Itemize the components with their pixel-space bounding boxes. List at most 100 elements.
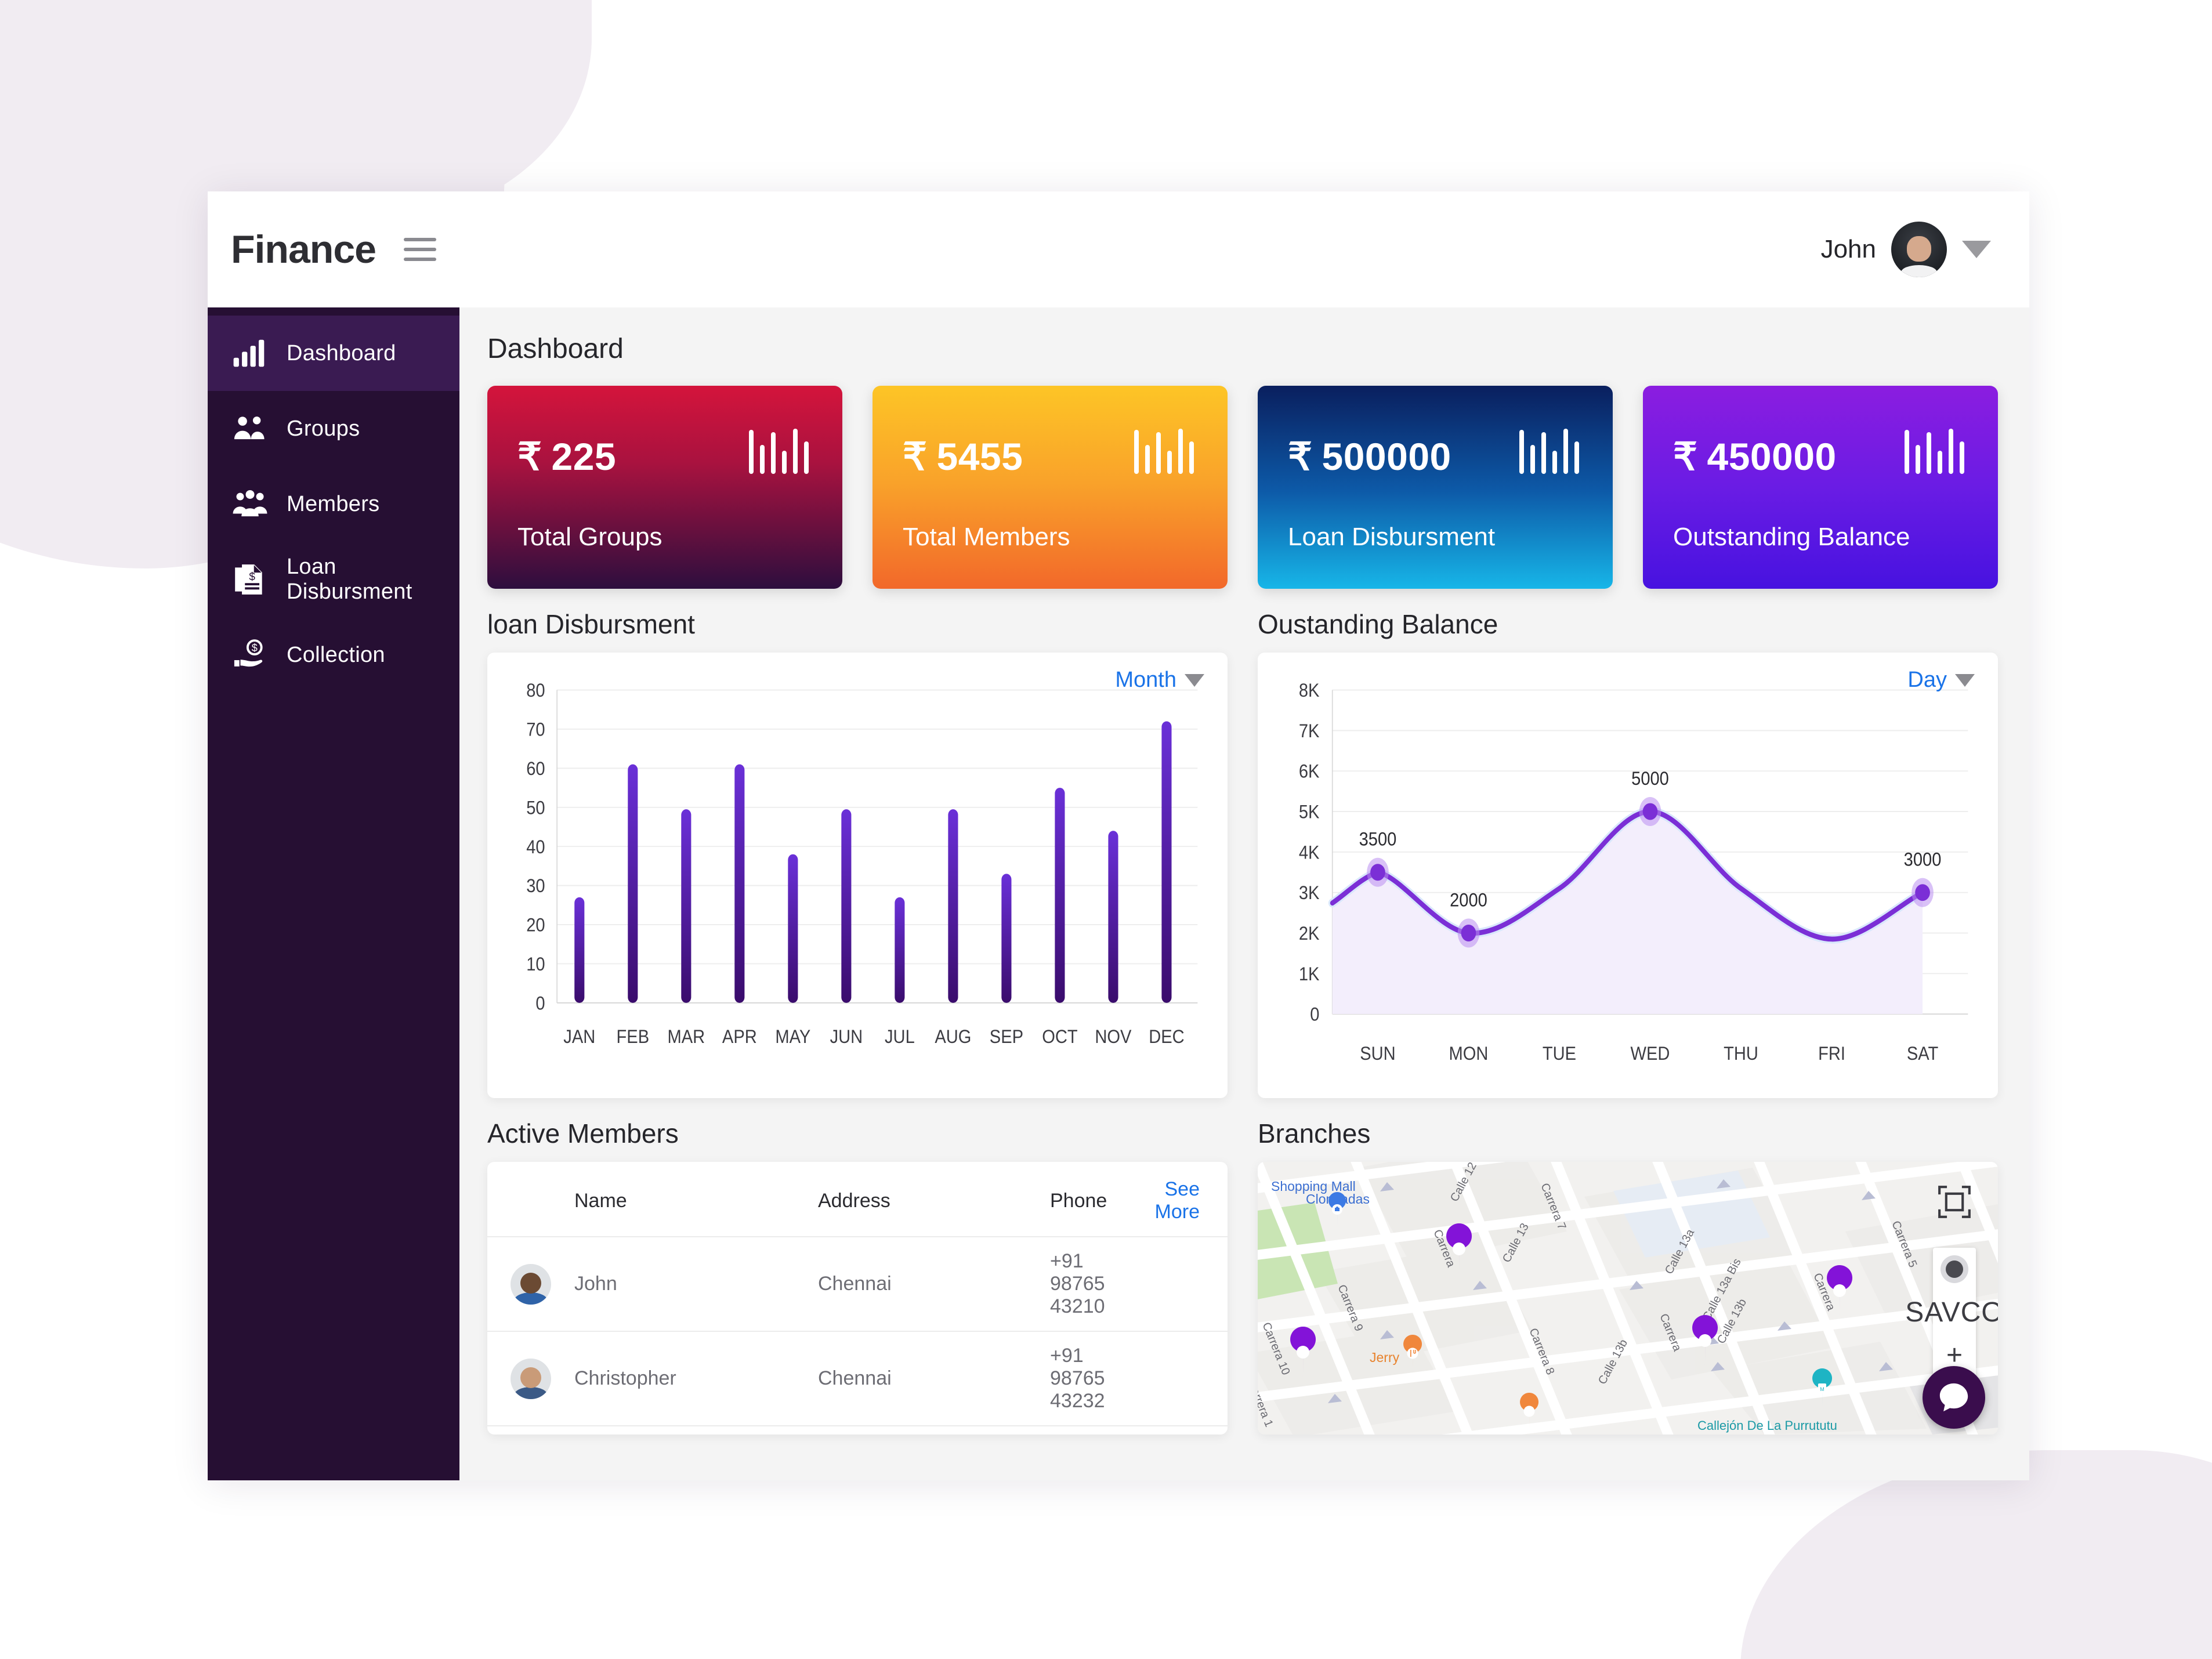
line-chart-panel: Day 0 1K 2K 3K 4K 5K 6K 7K 8K <box>1258 653 1998 1098</box>
sidebar-item-label: Members <box>287 491 380 516</box>
map-canvas: Calle 12 Calle 13 Calle 13a Calle 13a Bi… <box>1258 1162 1998 1435</box>
dropdown-label: Day <box>1907 668 1947 692</box>
x-axis-tick-label: MAR <box>667 1026 705 1048</box>
svg-text:1K: 1K <box>1299 963 1320 984</box>
map-brand-label: SAVCO <box>1905 1296 1998 1328</box>
avatar-face <box>520 1367 542 1389</box>
page-title: Dashboard <box>487 334 624 364</box>
section-title-outstanding-balance: Oustanding Balance <box>1258 609 1498 639</box>
bar <box>681 809 692 1003</box>
mini-bar-chart-icon <box>1519 429 1579 474</box>
table-row[interactable]: Christopher Chennai +91 98765 43232 <box>487 1331 1228 1426</box>
sidebar-item-label: Collection <box>287 642 385 667</box>
x-axis-tick-label: TUE <box>1543 1043 1576 1064</box>
chat-bubble-icon[interactable] <box>1923 1366 1985 1429</box>
data-point-label: 5000 <box>1631 767 1669 789</box>
x-axis-tick-label: JUL <box>885 1026 915 1048</box>
bar <box>1001 874 1012 1003</box>
bar <box>574 897 585 1003</box>
sidebar-item-groups[interactable]: Groups <box>208 391 459 466</box>
avatar-body <box>513 1386 548 1399</box>
active-members-panel: Name Address Phone See More John Chennai +… <box>487 1162 1228 1435</box>
x-axis-tick-label: FEB <box>617 1026 650 1048</box>
top-bar: Finance John <box>208 191 2029 307</box>
map-pin-branch <box>1446 1223 1472 1273</box>
svg-text:$: $ <box>252 642 258 654</box>
x-axis-tick-label: JUN <box>830 1026 863 1048</box>
line-chart-period-dropdown[interactable]: Day <box>1907 668 1975 693</box>
map-compass-icon[interactable] <box>1933 1248 1976 1291</box>
stat-card-row: ₹225 Total Groups ₹5455 <box>487 386 1998 589</box>
data-point-label: 2000 <box>1450 889 1487 911</box>
app-body: Dashboard Groups Members $ <box>208 307 2029 1480</box>
svg-text:50: 50 <box>526 797 545 818</box>
table-cell-address: Chennai <box>818 1331 1050 1426</box>
table-cell-spacer <box>1141 1425 1228 1435</box>
x-axis-tick-label: SUN <box>1360 1043 1395 1064</box>
sidebar-item-label: Dashboard <box>287 341 396 365</box>
bar-chart-icon <box>231 334 269 372</box>
stat-card-total-members[interactable]: ₹5455 Total Members <box>873 386 1228 589</box>
x-axis-tick-label: SEP <box>990 1026 1023 1048</box>
bar <box>1161 721 1172 1003</box>
fullscreen-scan-icon[interactable] <box>1936 1184 1972 1220</box>
svg-text:M: M <box>1820 1386 1824 1392</box>
table-col-phone: Phone <box>1050 1189 1107 1212</box>
x-axis-tick-label: MON <box>1449 1043 1489 1064</box>
bar <box>628 764 638 1003</box>
data-point-marker[interactable] <box>1370 864 1385 881</box>
svg-text:0: 0 <box>535 992 545 1014</box>
stat-card-label: Loan Disbursment <box>1288 523 1496 551</box>
x-axis-tick-label: NOV <box>1095 1026 1131 1048</box>
user-menu[interactable]: John <box>1821 222 1997 277</box>
stat-card-total-groups[interactable]: ₹225 Total Groups <box>487 386 842 589</box>
map-pin-branch <box>1692 1315 1718 1365</box>
hamburger-icon[interactable] <box>403 238 436 261</box>
sidebar-item-collection[interactable]: $ Collection <box>208 617 459 693</box>
active-members-table: Name Address Phone See More John Chennai +… <box>487 1162 1228 1435</box>
bar <box>1108 831 1118 1003</box>
svg-text:8K: 8K <box>1299 679 1320 701</box>
sidebar-item-loan-disbursment[interactable]: $ Loan Disbursment <box>208 542 459 617</box>
data-point-marker[interactable] <box>1461 925 1476 941</box>
sidebar-item-members[interactable]: Members <box>208 466 459 542</box>
map-poi-label-bottom: Callejón De La Purrututu <box>1697 1418 1837 1433</box>
table-cell-avatar <box>487 1331 574 1426</box>
x-axis-tick-label: APR <box>722 1026 757 1048</box>
svg-text:6K: 6K <box>1299 760 1320 782</box>
x-axis-tick-label: OCT <box>1042 1026 1077 1048</box>
charts-row: loan Disbursment Month <box>487 608 1998 1098</box>
background-blob-bottom-right <box>1740 1450 2212 1659</box>
stat-card-label: Total Groups <box>517 523 662 551</box>
table-col-name: Name <box>574 1189 627 1212</box>
bar-chart-panel: Month <box>487 653 1228 1098</box>
branches-map-panel[interactable]: Calle 12 Calle 13 Calle 13a Calle 13a Bi… <box>1258 1162 1998 1435</box>
map-zoom-in-button[interactable]: + <box>1946 1339 1963 1371</box>
dropdown-label: Month <box>1115 668 1176 692</box>
stat-card-label: Total Members <box>903 523 1070 551</box>
stat-card-outstanding-balance[interactable]: ₹450000 Outstanding Balance <box>1643 386 1998 589</box>
data-point-marker[interactable] <box>1642 803 1658 820</box>
table-cell-spacer <box>1141 1331 1228 1426</box>
sidebar-item-label: Groups <box>287 416 360 441</box>
stat-card-loan-disbursment[interactable]: ₹500000 Loan Disbursment <box>1258 386 1613 589</box>
table-row[interactable]: KevinChennai+91 98765 12345 <box>487 1425 1228 1435</box>
user-name-label: John <box>1820 235 1876 263</box>
line-chart-canvas: 0 1K 2K 3K 4K 5K 6K 7K 8K 3500 2000 5000 3000 SUN MO… <box>1299 679 1968 1064</box>
x-axis-tick-label: SAT <box>1907 1043 1938 1064</box>
chevron-down-icon <box>1185 673 1204 687</box>
table-row[interactable]: John Chennai +91 98765 43210 <box>487 1236 1228 1331</box>
chevron-down-icon[interactable] <box>1962 241 1991 258</box>
data-point-marker[interactable] <box>1915 884 1930 901</box>
sidebar-item-dashboard[interactable]: Dashboard <box>208 316 459 391</box>
bottom-row: Active Members Name Address Phone S <box>487 1118 1998 1435</box>
avatar[interactable] <box>1891 222 1947 277</box>
see-more-link[interactable]: See More <box>1154 1178 1200 1223</box>
svg-text:30: 30 <box>526 875 545 897</box>
bar <box>841 809 852 1003</box>
bar-chart-canvas: 0 10 20 30 40 50 60 70 80 JAN FEB MAR APR MAY JUN JUL A… <box>526 679 1198 1048</box>
outstanding-balance-section: Oustanding Balance Day 0 1K 2K 3K 4K 5K 6K 7K 8K <box>1258 608 1998 1098</box>
bar <box>734 764 745 1003</box>
bar-chart-period-dropdown[interactable]: Month <box>1115 668 1204 693</box>
mini-bar-chart-icon <box>1134 429 1194 474</box>
